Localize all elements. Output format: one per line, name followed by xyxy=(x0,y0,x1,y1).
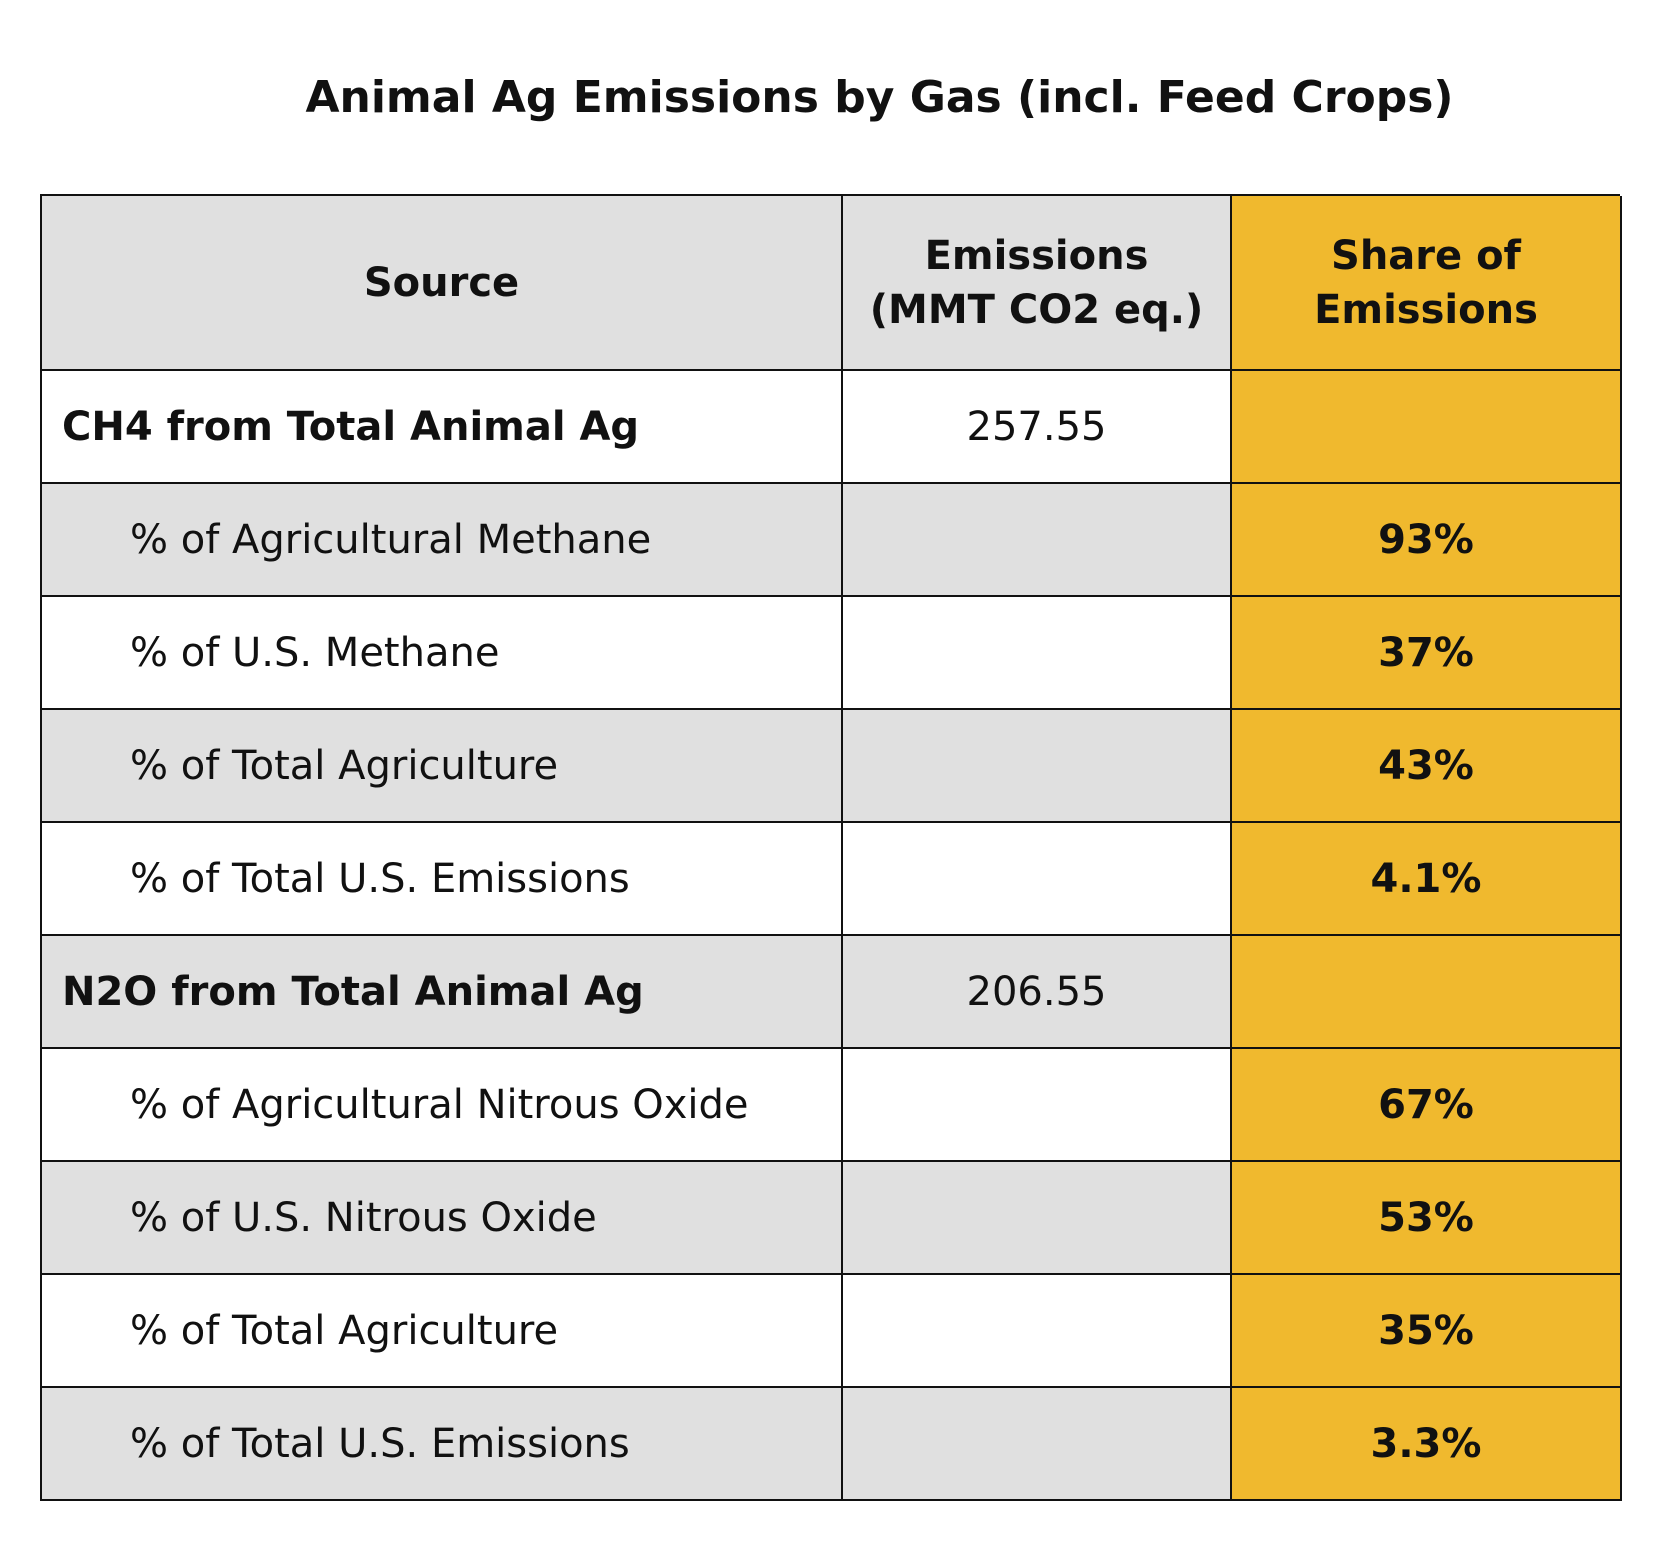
emissions-cell xyxy=(843,1162,1232,1275)
source-cell: % of Agricultural Methane xyxy=(42,484,843,597)
share-cell: 43% xyxy=(1232,710,1622,823)
emissions-cell xyxy=(843,710,1232,823)
share-cell xyxy=(1232,371,1622,484)
share-cell: 53% xyxy=(1232,1162,1622,1275)
emissions-cell: 257.55 xyxy=(843,371,1232,484)
share-cell: 93% xyxy=(1232,484,1622,597)
source-cell: % of Total U.S. Emissions xyxy=(42,1388,843,1501)
source-cell: % of U.S. Methane xyxy=(42,597,843,710)
source-cell: % of Total Agriculture xyxy=(42,1275,843,1388)
source-cell: % of Total U.S. Emissions xyxy=(42,823,843,936)
header-cell: Source xyxy=(42,196,843,371)
share-cell xyxy=(1232,936,1622,1049)
source-cell: % of U.S. Nitrous Oxide xyxy=(42,1162,843,1275)
emissions-cell xyxy=(843,823,1232,936)
emissions-cell xyxy=(843,597,1232,710)
emissions-cell xyxy=(843,1275,1232,1388)
header-cell: Share of Emissions xyxy=(1232,196,1622,371)
source-cell: N2O from Total Animal Ag xyxy=(42,936,843,1049)
header-cell: Emissions (MMT CO2 eq.) xyxy=(843,196,1232,371)
share-cell: 4.1% xyxy=(1232,823,1622,936)
share-cell: 37% xyxy=(1232,597,1622,710)
share-cell: 67% xyxy=(1232,1049,1622,1162)
emissions-cell xyxy=(843,484,1232,597)
source-cell: % of Agricultural Nitrous Oxide xyxy=(42,1049,843,1162)
source-cell: CH4 from Total Animal Ag xyxy=(42,371,843,484)
title: Animal Ag Emissions by Gas (incl. Feed C… xyxy=(305,72,1454,123)
share-cell: 3.3% xyxy=(1232,1388,1622,1501)
source-cell: % of Total Agriculture xyxy=(42,710,843,823)
emissions-cell xyxy=(843,1388,1232,1501)
share-cell: 35% xyxy=(1232,1275,1622,1388)
emissions-cell xyxy=(843,1049,1232,1162)
emissions-cell: 206.55 xyxy=(843,936,1232,1049)
table: Source Emissions (MMT CO2 eq.) Share of Em… xyxy=(40,194,1622,1501)
